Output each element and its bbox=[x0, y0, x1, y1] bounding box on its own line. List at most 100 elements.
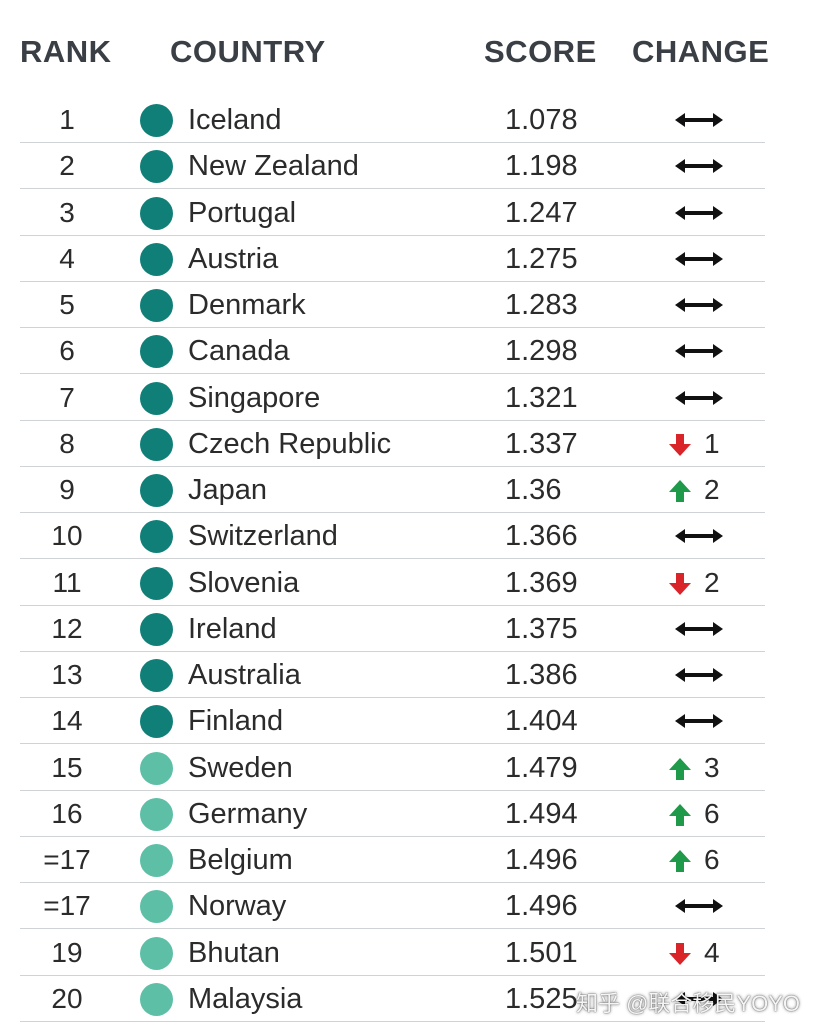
change-amount: 1 bbox=[704, 427, 720, 459]
change-amount: 6 bbox=[704, 797, 720, 829]
no-change-arrow-icon bbox=[675, 899, 723, 914]
table-row: 3 Portugal 1.247 bbox=[0, 190, 820, 236]
row-divider bbox=[20, 789, 765, 791]
score-cell: 1.247 bbox=[505, 196, 578, 229]
country-cell: New Zealand bbox=[188, 150, 359, 183]
no-change-arrow-icon bbox=[675, 205, 723, 220]
tier-dot-icon bbox=[140, 982, 173, 1016]
rank-cell: 12 bbox=[51, 612, 83, 644]
score-cell: 1.479 bbox=[505, 751, 578, 784]
change-cell bbox=[668, 97, 768, 143]
rank-up-arrow-icon bbox=[669, 480, 691, 502]
country-cell: Sweden bbox=[188, 751, 293, 784]
rank-up-arrow-icon bbox=[669, 803, 691, 826]
watermark: 知乎 @联合移民YOYO bbox=[575, 991, 800, 1016]
table-row: 11 Slovenia 1.369 2 bbox=[0, 560, 820, 606]
change-cell: 6 bbox=[668, 837, 768, 883]
rank-cell: 1 bbox=[59, 104, 75, 135]
score-column-header: SCORE bbox=[484, 34, 597, 69]
row-divider bbox=[20, 558, 765, 560]
score-cell: 1.283 bbox=[505, 289, 578, 321]
row-divider bbox=[20, 419, 765, 421]
row-divider bbox=[20, 188, 765, 190]
score-cell: 1.321 bbox=[505, 381, 578, 414]
rank-cell: =17 bbox=[43, 844, 91, 875]
country-cell: Czech Republic bbox=[188, 427, 392, 460]
no-change-arrow-icon bbox=[675, 621, 723, 636]
table-row: 16 Germany 1.494 6 bbox=[0, 791, 820, 837]
country-cell: Japan bbox=[188, 474, 268, 506]
no-change-arrow-icon bbox=[675, 113, 723, 127]
change-cell bbox=[668, 698, 768, 744]
no-change-arrow-icon bbox=[675, 298, 723, 312]
table-row: 14 Finland 1.404 bbox=[0, 698, 820, 745]
score-cell: 1.496 bbox=[505, 844, 578, 876]
score-cell: 1.275 bbox=[505, 242, 578, 275]
country-cell: Canada bbox=[188, 335, 290, 368]
rank-cell: 19 bbox=[51, 936, 83, 968]
table-row: 7 Singapore 1.321 bbox=[0, 375, 820, 421]
row-divider bbox=[20, 465, 765, 467]
rank-cell: 10 bbox=[51, 520, 83, 552]
country-cell: Iceland bbox=[188, 104, 282, 136]
no-change-arrow-icon bbox=[675, 991, 723, 1006]
table-row: 10 Switzerland 1.366 bbox=[0, 513, 820, 560]
tier-dot-icon bbox=[140, 150, 173, 184]
row-divider bbox=[20, 928, 765, 930]
table-row: 20 Malaysia 1.525 bbox=[0, 976, 820, 1022]
tier-dot-icon bbox=[140, 751, 173, 785]
score-cell: 1.078 bbox=[505, 104, 578, 136]
row-divider bbox=[20, 280, 765, 282]
tier-dot-icon bbox=[140, 844, 173, 877]
row-divider bbox=[20, 1020, 765, 1022]
table-row: 13 Australia 1.386 bbox=[0, 652, 820, 698]
country-cell: Finland bbox=[188, 705, 284, 738]
tier-dot-icon bbox=[140, 104, 173, 137]
table-row: 12 Ireland 1.375 bbox=[0, 606, 820, 652]
country-cell: Bhutan bbox=[188, 936, 280, 969]
change-amount: 2 bbox=[704, 566, 720, 598]
row-divider bbox=[20, 373, 765, 375]
tier-dot-icon bbox=[140, 427, 173, 461]
rank-cell: 4 bbox=[59, 242, 75, 274]
rank-down-arrow-icon bbox=[669, 572, 691, 595]
table-row: 1 Iceland 1.078 bbox=[0, 97, 820, 143]
change-cell bbox=[668, 606, 768, 652]
rank-cell: 15 bbox=[51, 751, 83, 783]
score-cell: 1.501 bbox=[505, 936, 578, 969]
change-cell bbox=[668, 375, 768, 421]
country-cell: Germany bbox=[188, 797, 308, 830]
row-divider bbox=[20, 142, 765, 143]
change-cell: 1 bbox=[668, 421, 768, 467]
table-row: 5 Denmark 1.283 bbox=[0, 282, 820, 328]
no-change-arrow-icon bbox=[675, 251, 723, 266]
change-cell bbox=[668, 143, 768, 189]
change-column-header: CHANGE bbox=[632, 34, 770, 69]
change-cell bbox=[668, 513, 768, 559]
table-row: 2 New Zealand 1.198 bbox=[0, 143, 820, 190]
change-cell: 2 bbox=[668, 467, 768, 513]
tier-dot-icon bbox=[140, 705, 173, 739]
row-divider bbox=[20, 835, 765, 837]
change-cell bbox=[668, 282, 768, 328]
tier-dot-icon bbox=[140, 566, 173, 600]
score-cell: 1.366 bbox=[505, 520, 578, 553]
change-cell: 6 bbox=[668, 791, 768, 837]
row-divider bbox=[20, 512, 765, 513]
change-cell: 4 bbox=[668, 930, 768, 976]
tier-dot-icon bbox=[140, 612, 173, 646]
country-cell: Austria bbox=[188, 242, 279, 275]
rank-cell: 8 bbox=[59, 427, 75, 459]
country-cell: Switzerland bbox=[188, 520, 338, 553]
rank-cell: 7 bbox=[59, 381, 75, 413]
rank-cell: 3 bbox=[59, 196, 75, 228]
tier-dot-icon bbox=[140, 242, 173, 276]
change-cell bbox=[668, 883, 768, 929]
row-divider bbox=[20, 327, 765, 328]
table-row: 8 Czech Republic 1.337 1 bbox=[0, 421, 820, 467]
score-cell: 1.337 bbox=[505, 427, 578, 460]
country-cell: Norway bbox=[188, 890, 287, 923]
rank-cell: =17 bbox=[43, 890, 91, 922]
table-row: 4 Austria 1.275 bbox=[0, 236, 820, 282]
change-cell bbox=[668, 652, 768, 698]
